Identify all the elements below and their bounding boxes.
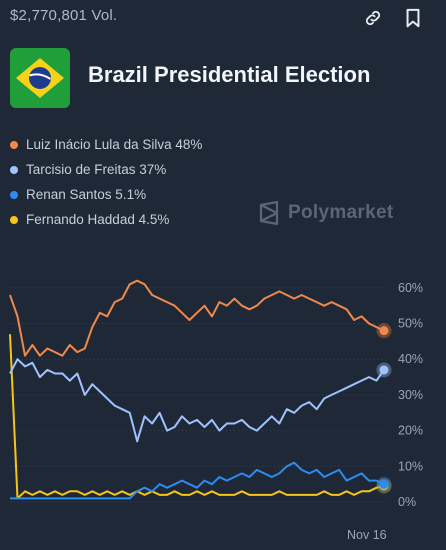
x-axis-tick-label: Nov 16: [347, 528, 387, 542]
series-line[interactable]: [9, 279, 385, 357]
y-axis-tick-label: 50%: [398, 317, 423, 331]
series-line[interactable]: [10, 461, 385, 500]
legend-item[interactable]: Renan Santos 5.1%: [10, 182, 310, 207]
legend-item[interactable]: Tarcisio de Freitas 37%: [10, 157, 310, 182]
top-bar: $2,770,801 Vol.: [0, 0, 446, 34]
series-end-marker: [379, 326, 389, 336]
price-history-chart[interactable]: 60% 50% 40% 30% 20% 10% 0%: [0, 270, 446, 522]
series-end-marker: [379, 365, 389, 375]
legend-dot: [10, 190, 18, 199]
series-line[interactable]: [9, 358, 385, 443]
y-axis-tick-label: 20%: [398, 424, 423, 438]
y-axis-tick-label: 0%: [398, 495, 416, 509]
bookmark-icon[interactable]: [400, 5, 426, 31]
polymarket-watermark: Polymarket: [258, 200, 393, 226]
legend-dot: [10, 165, 18, 174]
market-header: Brazil Presidential Election: [10, 48, 430, 108]
legend-item[interactable]: Luiz Inácio Lula da Silva 48%: [10, 132, 310, 157]
chart-legend: Luiz Inácio Lula da Silva 48% Tarcisio d…: [10, 132, 310, 232]
volume-text: $2,770,801 Vol.: [10, 7, 118, 24]
legend-label: Luiz Inácio Lula da Silva 48%: [26, 137, 203, 152]
brazil-flag-icon: [10, 48, 70, 108]
legend-label: Renan Santos 5.1%: [26, 187, 147, 202]
legend-dot: [10, 215, 18, 224]
legend-label: Fernando Haddad 4.5%: [26, 212, 170, 227]
legend-item[interactable]: Fernando Haddad 4.5%: [10, 207, 310, 232]
page-title: Brazil Presidential Election: [88, 62, 371, 87]
y-axis-tick-label: 60%: [398, 281, 423, 295]
y-axis-tick-label: 10%: [398, 459, 423, 473]
series-line[interactable]: [9, 334, 385, 500]
y-axis-tick-label: 30%: [398, 388, 423, 402]
y-axis-tick-label: 40%: [398, 352, 423, 366]
polymarket-logo-icon: [259, 201, 279, 225]
legend-label: Tarcisio de Freitas 37%: [26, 162, 167, 177]
legend-dot: [10, 140, 18, 149]
link-icon[interactable]: [360, 5, 386, 31]
watermark-text: Polymarket: [288, 202, 394, 223]
series-end-marker: [379, 479, 389, 489]
